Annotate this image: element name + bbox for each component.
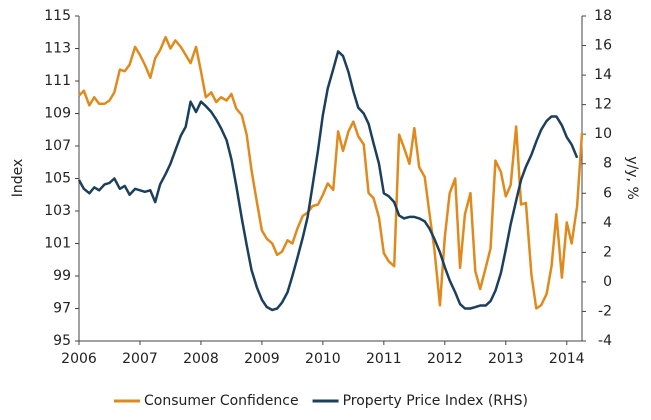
y2-tick-label: 18 (594, 8, 612, 24)
y2-axis-label: y/y, % (624, 156, 640, 200)
x-tick-label: 2012 (427, 351, 463, 367)
y2-tick-label: 6 (603, 185, 612, 201)
legend-label: Consumer Confidence (144, 393, 299, 409)
y2-tick-label: 14 (594, 67, 612, 83)
y2-tick-label: 4 (603, 215, 612, 231)
y-tick-label: 105 (44, 171, 71, 187)
x-tick-label: 2014 (549, 351, 585, 367)
series-line (77, 50, 579, 312)
x-tick-label: 2011 (366, 351, 402, 367)
y-tick-label: 101 (44, 236, 71, 252)
x-tick-label: 2006 (61, 351, 97, 367)
y2-tick-label: 0 (603, 274, 612, 290)
y2-tick-label: -4 (598, 333, 612, 349)
y-tick-label: 95 (53, 333, 71, 349)
y-tick-label: 97 (53, 301, 71, 317)
y-axis-label: Index (10, 159, 26, 198)
x-tick-label: 2009 (244, 351, 280, 367)
y-tick-label: 99 (53, 268, 71, 284)
y-tick-label: 115 (44, 8, 71, 24)
y-tick-label: 109 (44, 106, 71, 122)
y-tick-label: 103 (44, 203, 71, 219)
x-tick-label: 2007 (122, 351, 158, 367)
y2-tick-label: 16 (594, 38, 612, 54)
y2-tick-label: -2 (598, 303, 612, 319)
series-line (78, 35, 584, 310)
y-tick-label: 107 (44, 138, 71, 154)
y2-tick-label: 12 (594, 97, 612, 113)
x-tick-label: 2010 (305, 351, 341, 367)
y-tick-label: 113 (44, 41, 71, 57)
x-tick-label: 2008 (183, 351, 219, 367)
y2-tick-label: 10 (594, 126, 612, 142)
x-tick-label: 2013 (488, 351, 524, 367)
y2-tick-label: 8 (603, 156, 612, 172)
legend-label: Property Price Index (RHS) (343, 393, 528, 409)
y-tick-label: 111 (44, 73, 71, 89)
y2-tick-label: 2 (603, 244, 612, 260)
